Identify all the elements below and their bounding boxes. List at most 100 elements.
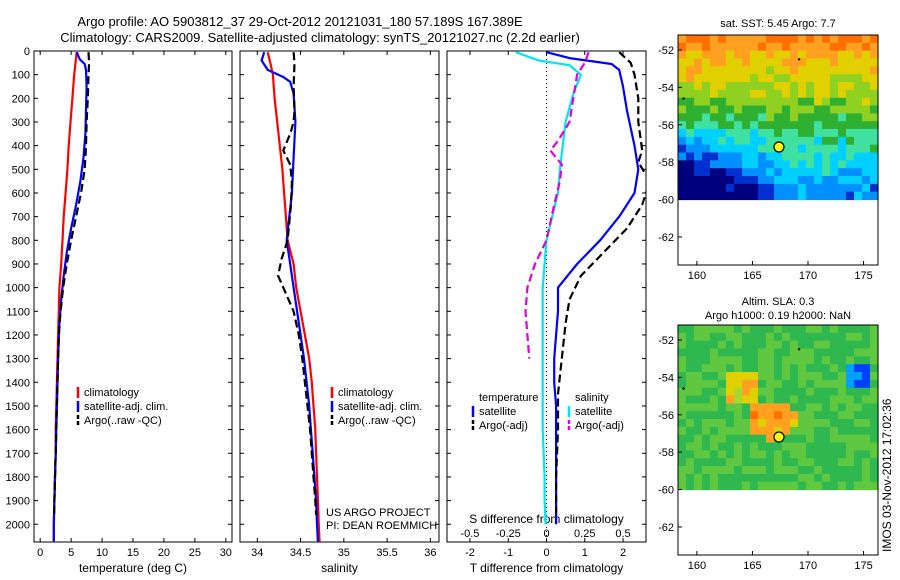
legend-group-title: salinity bbox=[575, 392, 609, 404]
sla-map-cell bbox=[686, 481, 695, 491]
sst-map-cell bbox=[790, 160, 799, 169]
sst-map-cell bbox=[782, 121, 791, 130]
sla-map-cell bbox=[822, 481, 831, 491]
sst-map-cell bbox=[718, 136, 727, 146]
sst-map-cell bbox=[822, 144, 831, 154]
sst-map-cell bbox=[870, 50, 879, 60]
sst-map-cell bbox=[798, 121, 807, 130]
sst-map-cell bbox=[814, 113, 823, 122]
sst-map-cell bbox=[742, 35, 751, 44]
sst-map-cell bbox=[822, 97, 831, 107]
sla-map-cell bbox=[678, 450, 687, 459]
sst-map-cell bbox=[710, 113, 719, 122]
sla-map-cell bbox=[774, 403, 783, 412]
sst-map-cell bbox=[742, 89, 751, 99]
sla-map-cell bbox=[718, 458, 727, 467]
sla-map-cell bbox=[694, 340, 703, 350]
sla-map-cell bbox=[710, 481, 719, 491]
sla-map-cell bbox=[790, 473, 799, 483]
sla-map-cell bbox=[838, 332, 847, 342]
sla-map-cell bbox=[814, 348, 823, 357]
sla-map-cell bbox=[678, 426, 687, 436]
sla-map-cell bbox=[790, 364, 799, 373]
sla-map-cell bbox=[686, 450, 695, 459]
sla-map-cell bbox=[766, 387, 775, 397]
difference-xtick-label: 2 bbox=[620, 547, 626, 559]
sla-map-cell bbox=[854, 442, 863, 451]
sst-map-cell bbox=[734, 82, 743, 91]
sst-map-cell bbox=[790, 105, 799, 114]
sla-map-cell bbox=[854, 332, 863, 342]
sst-map-cell bbox=[694, 82, 703, 91]
sst-map-cell bbox=[790, 89, 799, 99]
sla-map-cell bbox=[718, 473, 727, 483]
sla-map-cell bbox=[758, 332, 767, 342]
sla-map-cell bbox=[814, 450, 823, 459]
temperature-xtick-label: 25 bbox=[189, 547, 201, 559]
sla-map-title: Altim. SLA: 0.3 bbox=[742, 296, 815, 308]
sla-map-cell bbox=[734, 473, 743, 483]
sla-map-cell bbox=[830, 332, 839, 342]
sst-map-cell bbox=[846, 50, 855, 60]
sst-map-cell bbox=[710, 89, 719, 99]
sst-map-cell bbox=[790, 136, 799, 146]
sla-map-cell bbox=[830, 387, 839, 397]
sla-map-cell bbox=[838, 481, 847, 491]
sla-map-cell bbox=[814, 434, 823, 444]
salinity-xtick-label: 34 bbox=[251, 547, 263, 559]
sst-map-cell bbox=[782, 58, 791, 67]
sst-map-cell bbox=[750, 136, 759, 146]
sst-map-cell bbox=[814, 97, 823, 107]
sst-map-cell bbox=[862, 136, 871, 146]
sla-map-cell bbox=[782, 442, 791, 451]
sla-map-cell bbox=[806, 325, 815, 334]
sla-map-cell bbox=[742, 325, 751, 334]
sla-map-cell bbox=[854, 473, 863, 483]
sst-map-cell bbox=[798, 144, 807, 154]
sst-map-cell bbox=[774, 121, 783, 130]
sla-map-cell bbox=[806, 403, 815, 412]
sla-map-cell bbox=[718, 372, 727, 381]
sst-map-cell bbox=[838, 176, 847, 185]
sla-map-cell bbox=[766, 395, 775, 404]
sst-map-cell bbox=[854, 160, 863, 169]
sla-map-cell bbox=[798, 442, 807, 451]
sla-map-cell bbox=[726, 419, 735, 428]
sla-map-cell bbox=[798, 426, 807, 436]
sst-map-cell bbox=[846, 82, 855, 91]
sst-map-cell bbox=[830, 152, 839, 161]
sst-map-cell bbox=[782, 160, 791, 169]
sst-map-cell bbox=[862, 66, 871, 75]
sst-map-cell bbox=[702, 144, 711, 154]
sst-map-cell bbox=[814, 152, 823, 161]
sst-map-cell bbox=[854, 105, 863, 114]
sla-map-cell bbox=[870, 325, 879, 334]
sla-map-cell bbox=[822, 372, 831, 381]
sst-map-cell bbox=[862, 58, 871, 67]
sst-map-cell bbox=[814, 82, 823, 91]
sla-map-cell bbox=[782, 458, 791, 467]
sst-map-cell bbox=[782, 152, 791, 161]
sst-map-cell bbox=[870, 160, 879, 169]
sst-map-cell bbox=[774, 129, 783, 138]
sst-map-cell bbox=[758, 105, 767, 114]
sla-map-cell bbox=[710, 356, 719, 365]
sla-map-cell bbox=[734, 426, 743, 436]
sst-map-ytick-label: -60 bbox=[658, 195, 674, 207]
sla-map-cell bbox=[790, 372, 799, 381]
depth-tick-label: 1100 bbox=[6, 306, 30, 318]
sla-map-cell bbox=[774, 356, 783, 365]
legend-label: satellite-adj. clim. bbox=[84, 401, 168, 413]
sla-map-cell bbox=[838, 395, 847, 404]
sla-map-cell bbox=[766, 481, 775, 491]
sla-map-cell bbox=[774, 340, 783, 350]
sst-map-cell bbox=[750, 35, 759, 44]
sla-map-cell bbox=[710, 325, 719, 334]
salinity-frame bbox=[239, 50, 440, 543]
sst-map-cell bbox=[782, 191, 791, 201]
sst-map-cell bbox=[790, 58, 799, 67]
sst-map-cell bbox=[678, 97, 687, 107]
sla-map-cell bbox=[766, 403, 775, 412]
sla-map-cell bbox=[862, 387, 871, 397]
sst-map-cell bbox=[774, 152, 783, 161]
